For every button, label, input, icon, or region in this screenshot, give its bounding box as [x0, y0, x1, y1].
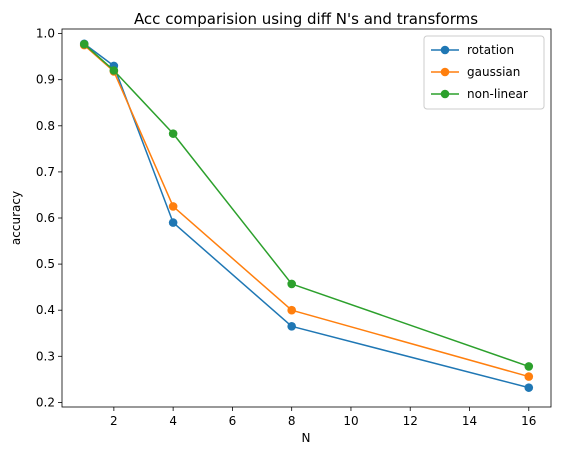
- x-tick-label: 16: [521, 414, 536, 428]
- x-tick-label: 6: [229, 414, 237, 428]
- y-tick-label: 0.4: [36, 303, 55, 317]
- x-tick-label: 14: [462, 414, 477, 428]
- x-axis-label: N: [302, 431, 311, 445]
- x-tick-label: 8: [288, 414, 296, 428]
- y-tick-label: 0.9: [36, 73, 55, 87]
- y-tick-label: 0.3: [36, 349, 55, 363]
- x-tick-label: 2: [110, 414, 118, 428]
- data-point-non-linear: [168, 129, 178, 138]
- legend-marker-gaussian: [440, 67, 450, 77]
- legend-box: [423, 35, 545, 110]
- chart-title: Acc comparision using diff N's and trans…: [134, 10, 478, 28]
- legend-items: rotation gaussian non-linear: [431, 43, 528, 101]
- legend-label-non-linear: non-linear: [467, 87, 528, 101]
- data-point-gaussian: [287, 305, 296, 315]
- y-tick-label: 0.5: [36, 257, 55, 271]
- legend-marker-non-linear: [440, 89, 450, 99]
- x-tick-label: 4: [169, 414, 177, 428]
- x-tick-label: 12: [403, 414, 418, 428]
- data-point-gaussian: [168, 202, 178, 211]
- y-axis-ticks: 0.2 0.3 0.4 0.5 0.6 0.7 0.8 0.9 1.0: [36, 27, 62, 409]
- y-tick-label: 0.8: [36, 119, 55, 133]
- legend-label-rotation: rotation: [467, 43, 514, 57]
- y-tick-label: 0.7: [36, 165, 55, 179]
- series-layer: [79, 39, 534, 392]
- y-axis-label: accuracy: [9, 191, 23, 245]
- x-axis-ticks: 2 4 6 8 10 12 14 16: [110, 407, 536, 428]
- data-point-rotation: [287, 322, 296, 331]
- data-point-gaussian: [524, 372, 534, 381]
- data-point-non-linear: [79, 39, 89, 49]
- y-tick-label: 1.0: [36, 27, 55, 41]
- legend-marker-rotation: [440, 45, 450, 55]
- x-tick-label: 10: [343, 414, 358, 428]
- data-point-non-linear: [287, 279, 296, 289]
- data-point-non-linear: [524, 362, 534, 371]
- y-tick-label: 0.2: [36, 395, 55, 409]
- legend: rotation gaussian non-linear: [423, 35, 545, 110]
- y-tick-label: 0.6: [36, 211, 55, 225]
- plot-frame: [61, 28, 552, 408]
- data-point-rotation: [524, 383, 534, 392]
- legend-label-gaussian: gaussian: [467, 65, 520, 79]
- data-point-rotation: [168, 218, 178, 227]
- data-point-non-linear: [109, 66, 119, 75]
